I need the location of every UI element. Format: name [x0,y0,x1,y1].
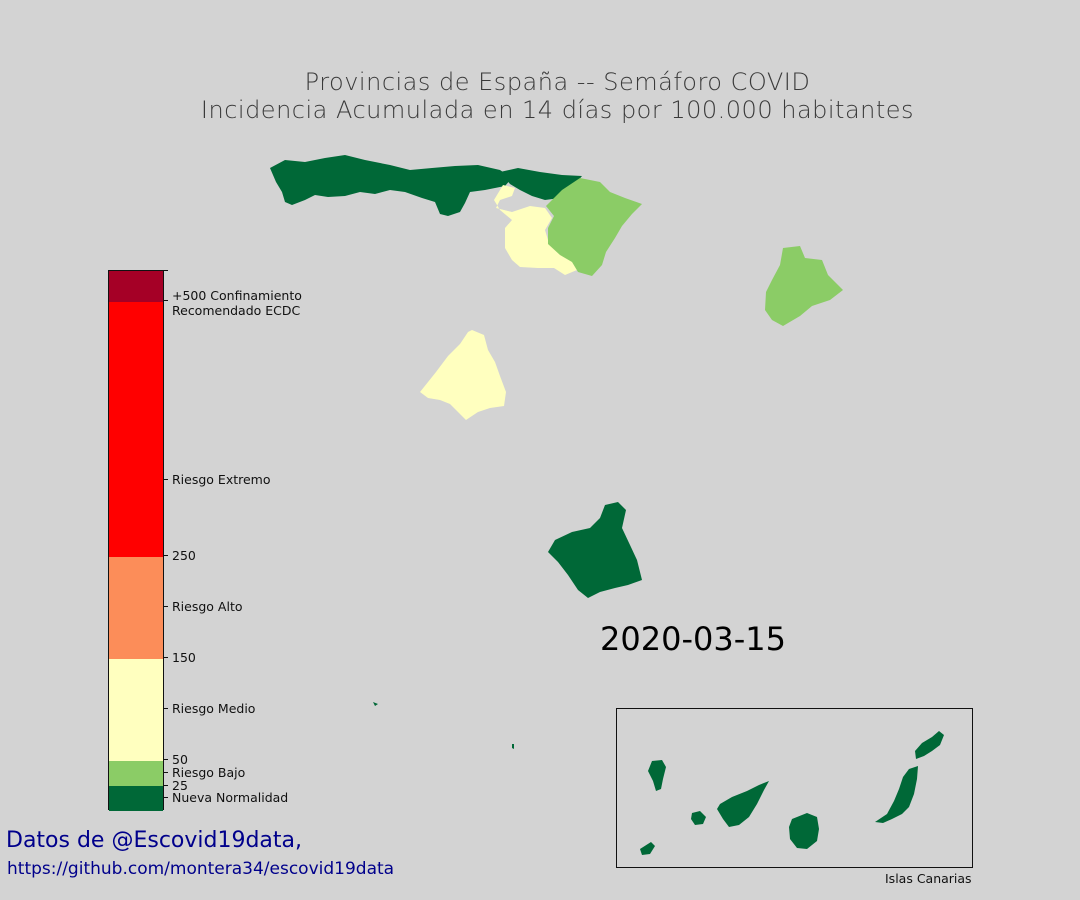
credit-link[interactable]: https://github.com/montera34/escovid19da… [7,859,395,879]
colorbar-tick [164,759,168,760]
region-north-coast [270,155,512,216]
colorbar-segment-extremo [109,302,163,557]
colorbar-tick [164,555,168,556]
colorbar-label-extremo: Riesgo Extremo [172,472,271,487]
colorbar-segment-alto [109,557,163,659]
colorbar-segment-bajo [109,761,163,786]
colorbar [108,270,164,811]
canary-islands-map [640,731,944,855]
colorbar-tick [164,657,168,658]
region-navarra [546,178,642,276]
colorbar-tick [164,300,168,301]
region-murcia [548,502,642,598]
region-islet-1 [373,702,378,706]
colorbar-label-normalidad: Nueva Normalidad [172,790,289,805]
map-title-line2: Incidencia Acumulada en 14 días por 100.… [200,96,915,124]
colorbar-segment-medio [109,659,163,761]
colorbar-tick [164,797,168,798]
colorbar-tick [164,606,168,607]
colorbar-label-bajo: Riesgo Bajo [172,765,246,780]
region-islet-2 [512,744,514,749]
credit-line1: Datos de @Escovid19data, [6,828,303,853]
inset-label: Islas Canarias [885,871,972,886]
colorbar-tick [164,785,168,786]
colorbar-label-confinamiento-line1: +500 Confinamiento [172,288,302,303]
colorbar-label-25: 25 [172,778,188,793]
island-fuerteventura [875,766,918,823]
colorbar-label-250: 250 [172,548,196,563]
colorbar-label-alto: Riesgo Alto [172,599,243,614]
colorbar-label-confinamiento-line2: Recomendado ECDC [172,303,301,318]
colorbar-label-150: 150 [172,650,196,665]
map-title: Provincias de España -- Semáforo COVID I… [0,68,1080,124]
island-lanzarote [915,731,944,759]
colorbar-segment-normalidad [109,786,163,811]
colorbar-tick [164,708,168,709]
colorbar-segment-confinamiento [109,271,163,302]
colorbar-tick [164,479,168,480]
island-tenerife [717,781,769,827]
canary-islands-inset [616,708,973,868]
colorbar-tick [164,772,168,773]
island-la-palma [648,760,666,791]
region-cataluna [765,246,843,326]
colorbar-label-confinamiento: +500 Confinamiento Recomendado ECDC [172,288,302,318]
colorbar-label-50: 50 [172,752,188,767]
region-madrid [420,330,506,420]
map-title-line1: Provincias de España -- Semáforo COVID [304,68,811,96]
colorbar-tick [164,270,168,271]
date-label: 2020-03-15 [600,620,786,658]
island-gran-canaria [789,813,819,849]
island-el-hierro [640,842,655,855]
island-la-gomera [691,811,706,825]
colorbar-label-medio: Riesgo Medio [172,701,256,716]
